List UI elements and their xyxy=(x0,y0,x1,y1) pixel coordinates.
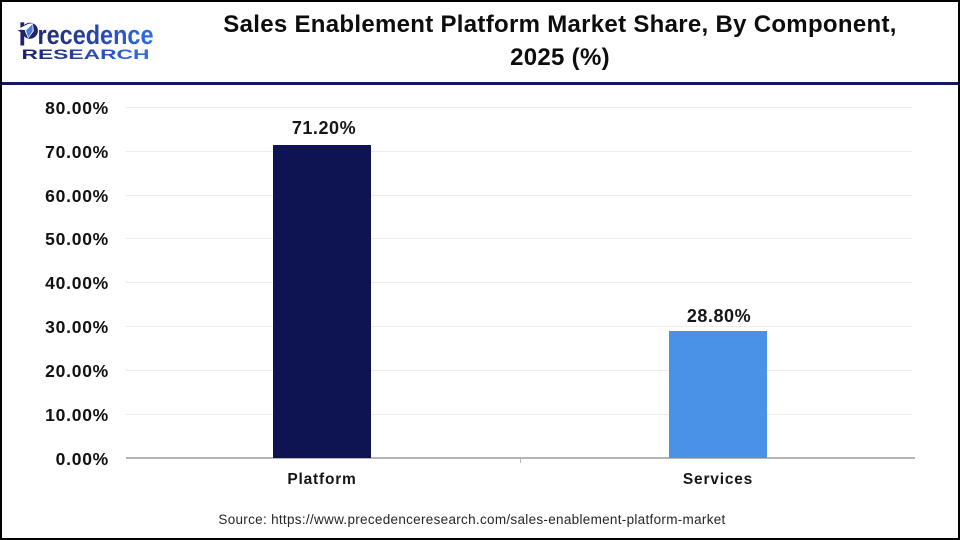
svg-text:RESEARCH: RESEARCH xyxy=(22,47,150,62)
svg-text:recedence: recedence xyxy=(38,19,154,49)
